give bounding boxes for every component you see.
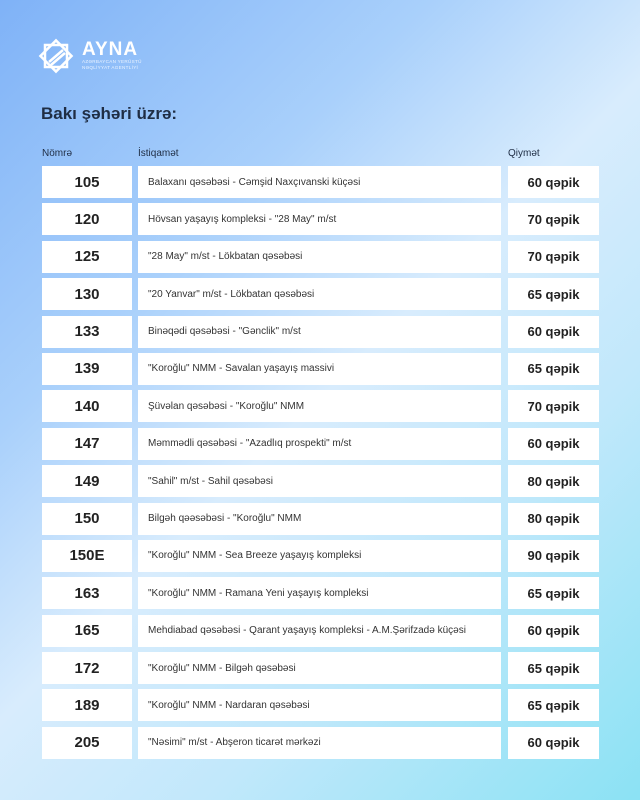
logo-subtitle-2: NƏQLİYYAT AGENTLİYİ <box>82 65 139 70</box>
route-direction: Şüvəlan qəsəbəsi - "Koroğlu" NMM <box>138 390 501 423</box>
route-direction: Mehdiabad qəsəbəsi - Qarant yaşayış komp… <box>138 614 501 647</box>
table-row: 149 "Sahil" m/st - Sahil qəsəbəsi 80 qəpik <box>42 465 599 498</box>
header-number: Nömrə <box>42 148 73 159</box>
route-direction: "28 May" m/st - Lökbatan qəsəbəsi <box>138 240 501 273</box>
ayna-logo: AYNA AZƏRBAYCAN YERÜSTÜ NƏQLİYYAT AGENTL… <box>36 36 142 76</box>
route-direction: "Koroğlu" NMM - Nardaran qəsəbəsi <box>138 689 501 722</box>
route-number: 140 <box>42 390 132 423</box>
route-number: 150E <box>42 539 132 572</box>
route-price: 80 qəpik <box>508 465 599 498</box>
route-direction: "Koroğlu" NMM - Sea Breeze yaşayış kompl… <box>138 539 501 572</box>
route-number: 147 <box>42 427 132 460</box>
route-price: 60 qəpik <box>508 614 599 647</box>
route-number: 139 <box>42 352 132 385</box>
table-row: 139 "Koroğlu" NMM - Savalan yaşayış massi… <box>42 352 599 385</box>
route-direction: "20 Yanvar" m/st - Lökbatan qəsəbəsi <box>138 278 501 311</box>
route-direction: Bilgəh qəəsəbəsi - "Koroğlu" NMM <box>138 502 501 535</box>
route-number: 133 <box>42 315 132 348</box>
route-price: 65 qəpik <box>508 689 599 722</box>
route-direction: Məmmədli qəsəbəsi - "Azadlıq prospekti" … <box>138 427 501 460</box>
routes-table: 105 Balaxanı qəsəbəsi - Cəmşid Naxçıvansk… <box>42 166 599 764</box>
route-price: 90 qəpik <box>508 539 599 572</box>
route-price: 65 qəpik <box>508 652 599 685</box>
route-number: 105 <box>42 166 132 198</box>
table-row: 150E "Koroğlu" NMM - Sea Breeze yaşayış k… <box>42 539 599 572</box>
table-row: 189 "Koroğlu" NMM - Nardaran qəsəbəsi 65 q… <box>42 689 599 722</box>
route-number: 149 <box>42 465 132 498</box>
route-number: 189 <box>42 689 132 722</box>
route-price: 60 qəpik <box>508 315 599 348</box>
route-direction: "Koroğlu" NMM - Savalan yaşayış massivi <box>138 352 501 385</box>
route-direction: "Sahil" m/st - Sahil qəsəbəsi <box>138 465 501 498</box>
table-row: 133 Binəqədi qəsəbəsi - "Gənclik" m/st 60 … <box>42 315 599 348</box>
header-direction: İstiqamət <box>138 148 179 159</box>
ayna-star-icon <box>38 38 74 74</box>
route-direction: "Koroğlu" NMM - Ramana Yeni yaşayış komp… <box>138 577 501 610</box>
route-price: 65 qəpik <box>508 577 599 610</box>
route-number: 150 <box>42 502 132 535</box>
route-price: 65 qəpik <box>508 278 599 311</box>
page-title: Bakı şəhəri üzrə: <box>41 104 178 123</box>
table-row: 125 "28 May" m/st - Lökbatan qəsəbəsi 70 q… <box>42 240 599 273</box>
logo-subtitle-1: AZƏRBAYCAN YERÜSTÜ <box>82 59 142 64</box>
table-row: 105 Balaxanı qəsəbəsi - Cəmşid Naxçıvansk… <box>42 166 599 198</box>
route-number: 165 <box>42 614 132 647</box>
route-direction: "Koroğlu" NMM - Bilgəh qəsəbəsi <box>138 652 501 685</box>
table-row: 147 Məmmədli qəsəbəsi - "Azadlıq prospekt… <box>42 427 599 460</box>
route-price: 65 qəpik <box>508 352 599 385</box>
route-price: 60 qəpik <box>508 166 599 198</box>
route-number: 172 <box>42 652 132 685</box>
table-row: 120 Hövsan yaşayış kompleksi - "28 May" m… <box>42 203 599 236</box>
route-number: 163 <box>42 577 132 610</box>
route-number: 125 <box>42 240 132 273</box>
logo-brand: AYNA <box>82 39 139 60</box>
table-row: 205 "Nəsimi" m/st - Abşeron ticarət mərkə… <box>42 726 599 759</box>
route-number: 130 <box>42 278 132 311</box>
route-direction: Hövsan yaşayış kompleksi - "28 May" m/st <box>138 203 501 236</box>
table-row: 150 Bilgəh qəəsəbəsi - "Koroğlu" NMM 80 qə… <box>42 502 599 535</box>
route-direction: "Nəsimi" m/st - Abşeron ticarət mərkəzi <box>138 726 501 759</box>
route-direction: Binəqədi qəsəbəsi - "Gənclik" m/st <box>138 315 501 348</box>
route-number: 120 <box>42 203 132 236</box>
route-price: 60 qəpik <box>508 427 599 460</box>
route-number: 205 <box>42 726 132 759</box>
table-row: 172 "Koroğlu" NMM - Bilgəh qəsəbəsi 65 qəp… <box>42 652 599 685</box>
route-price: 70 qəpik <box>508 203 599 236</box>
table-row: 130 "20 Yanvar" m/st - Lökbatan qəsəbəsi 6… <box>42 278 599 311</box>
route-price: 80 qəpik <box>508 502 599 535</box>
route-direction: Balaxanı qəsəbəsi - Cəmşid Naxçıvanski k… <box>138 166 501 198</box>
header-price: Qiymət <box>508 148 540 159</box>
table-row: 165 Mehdiabad qəsəbəsi - Qarant yaşayış k… <box>42 614 599 647</box>
route-price: 60 qəpik <box>508 726 599 759</box>
route-price: 70 qəpik <box>508 240 599 273</box>
table-row: 163 "Koroğlu" NMM - Ramana Yeni yaşayış k… <box>42 577 599 610</box>
route-price: 70 qəpik <box>508 390 599 423</box>
table-row: 140 Şüvəlan qəsəbəsi - "Koroğlu" NMM 70 qə… <box>42 390 599 423</box>
